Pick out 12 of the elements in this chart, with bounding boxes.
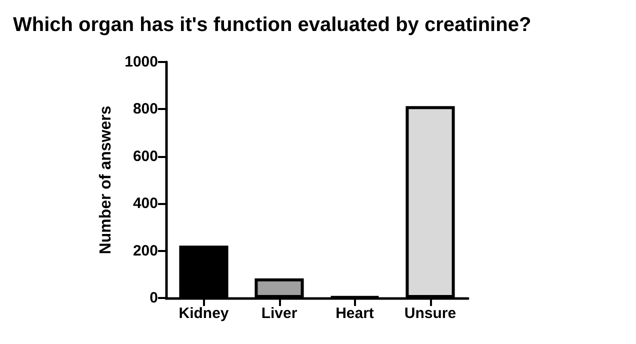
x-tick-label: Heart — [336, 305, 374, 322]
x-tick-label: Liver — [261, 305, 298, 322]
y-tick-label: 1000 — [124, 54, 158, 70]
x-tick-label: Unsure — [404, 305, 456, 322]
y-tick-label: 400 — [132, 195, 158, 212]
y-tick-label: 800 — [132, 100, 158, 118]
y-axis-title: Number of answers — [98, 106, 114, 254]
y-tick-label: 0 — [150, 290, 158, 306]
x-tick-label: Kidney — [178, 305, 230, 322]
chart-title: Which organ has it's function evaluated by creatinine? — [13, 14, 532, 36]
y-tick-label: 600 — [132, 148, 158, 165]
y-tick-label: 200 — [132, 242, 158, 260]
